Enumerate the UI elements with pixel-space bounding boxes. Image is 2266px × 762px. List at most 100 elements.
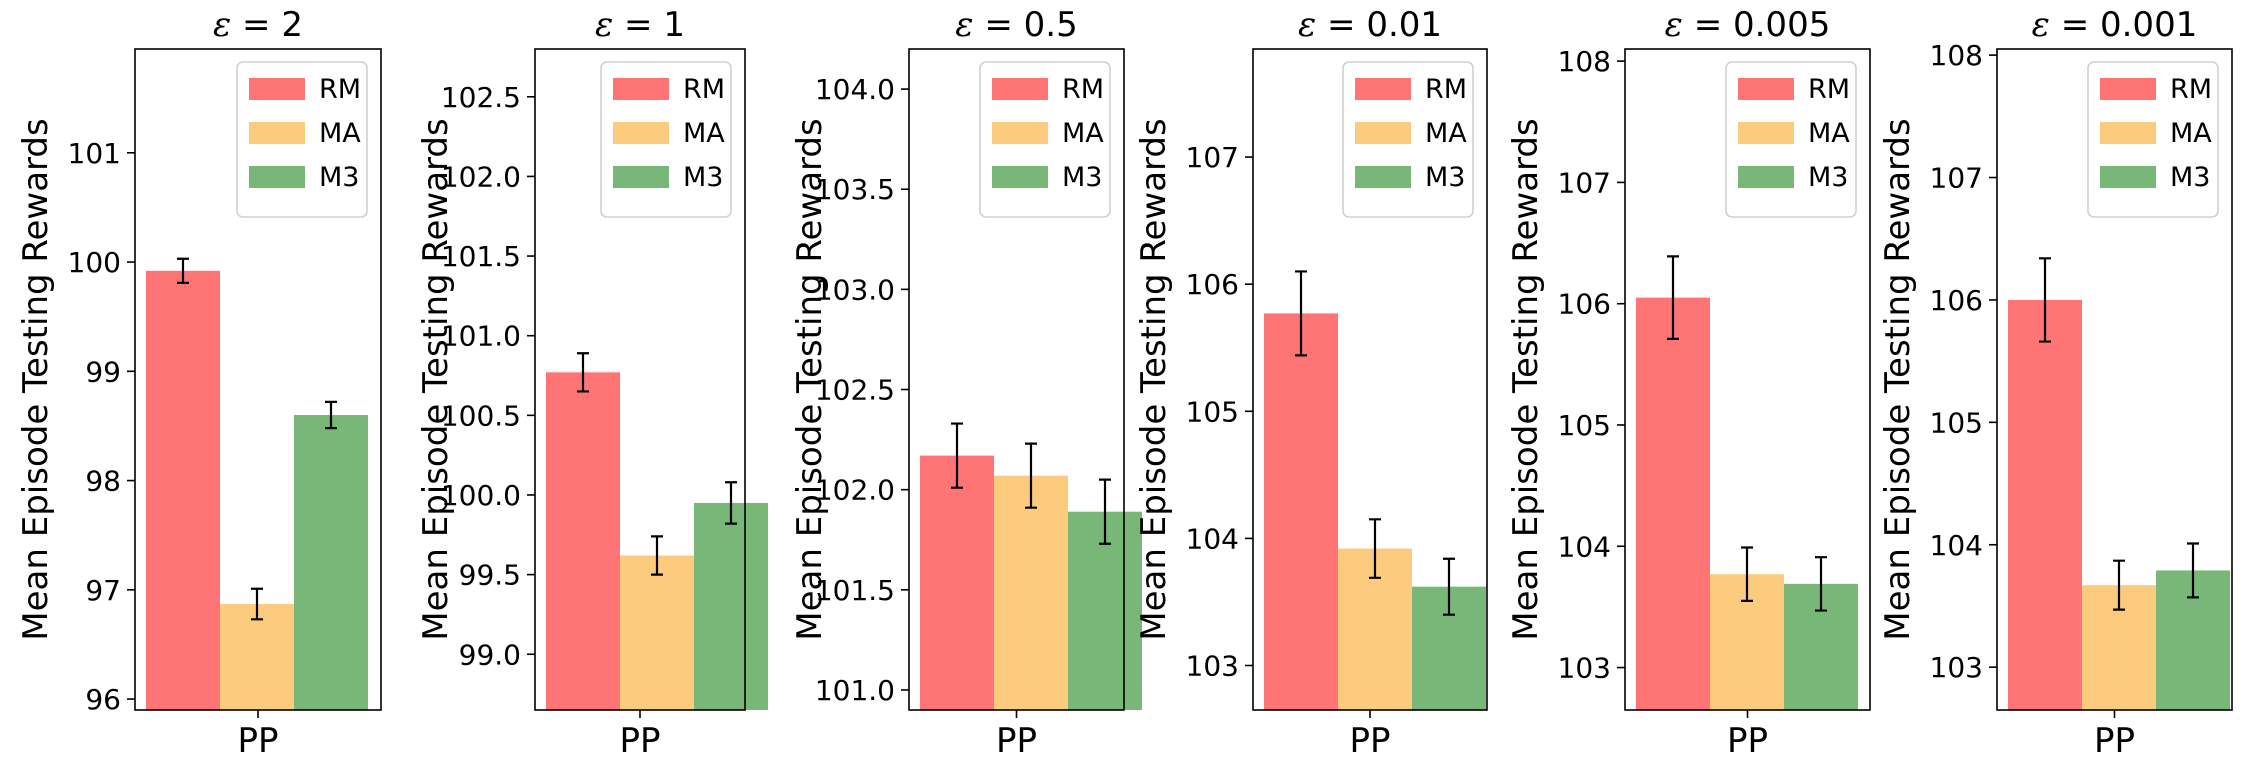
chart-title: ε = 0.5 [955, 5, 1077, 45]
bar-rm [1264, 313, 1338, 710]
error-bar-rm [1295, 270, 1307, 357]
y-tick-label: 100 [68, 246, 121, 279]
y-axis-label: Mean Episode Testing Rewards [1878, 118, 1918, 640]
legend-swatch-rm [1355, 78, 1411, 100]
y-tick-label: 106 [1186, 268, 1239, 301]
legend: RM MA M3 [1725, 61, 1857, 218]
title-epsilon: ε [1298, 5, 1316, 45]
x-tick-label: PP [1727, 721, 1768, 761]
y-tick-label: 103 [1558, 652, 1611, 685]
y-tick-label: 104 [1558, 530, 1611, 563]
title-value: = 0.01 [1316, 5, 1442, 45]
chart-title: ε = 0.005 [1665, 5, 1831, 45]
legend-swatch-m3 [1738, 166, 1794, 188]
legend-label-m3: M3 [683, 162, 723, 193]
legend-label-ma: MA [1062, 118, 1104, 149]
title-value: = 2 [231, 5, 303, 45]
x-tick-label: PP [996, 721, 1037, 761]
title-epsilon: ε [595, 5, 613, 45]
error-bar-rm [577, 352, 589, 393]
legend-label-ma: MA [2170, 118, 2212, 149]
title-epsilon: ε [1665, 5, 1683, 45]
legend-swatch-m3 [992, 166, 1048, 188]
bar-ma [994, 475, 1068, 710]
legend-label-m3: M3 [2170, 162, 2210, 193]
chart-title: ε = 2 [213, 5, 303, 45]
y-tick-label: 99.0 [459, 638, 521, 671]
y-tick-label: 99 [85, 355, 121, 388]
legend-label-rm: RM [2170, 74, 2212, 105]
legend-label-m3: M3 [319, 162, 359, 193]
error-bar-rm [177, 257, 189, 284]
y-axis-label: Mean Episode Testing Rewards [416, 118, 456, 640]
error-bar-m3 [1815, 556, 1827, 612]
panel-2: 101.0 101.5 102.0 102.5 103.0 103.5 104.0 PP ε =… [790, 5, 1142, 761]
legend-label-rm: RM [1808, 74, 1850, 105]
y-axis-label: Mean Episode Testing Rewards [790, 118, 830, 640]
y-tick-label: 98 [85, 465, 121, 498]
legend-label-rm: RM [683, 74, 725, 105]
x-tick-label: PP [1349, 721, 1390, 761]
legend-label-m3: M3 [1062, 162, 1102, 193]
y-tick-label: 102.0 [815, 474, 895, 507]
y-tick-label: 104 [1930, 529, 1983, 562]
legend-swatch-ma [613, 122, 669, 144]
y-tick-label: 108 [1930, 39, 1983, 72]
panel-0: 96 97 98 99 100 101 PP ε = 2 Mean Episode Testin… [16, 5, 382, 761]
x-tick-label: PP [237, 721, 278, 761]
legend-swatch-ma [249, 122, 305, 144]
legend-swatch-rm [992, 78, 1048, 100]
title-epsilon: ε [955, 5, 973, 45]
y-axis-label: Mean Episode Testing Rewards [1134, 118, 1174, 640]
y-tick-label: 106 [1930, 284, 1983, 317]
legend: RM MA M3 [2087, 61, 2219, 218]
y-tick-label: 105 [1558, 409, 1611, 442]
legend-swatch-m3 [613, 166, 669, 188]
title-value: = 0.005 [1683, 5, 1830, 45]
legend-swatch-rm [1738, 78, 1794, 100]
y-tick-label: 100.0 [441, 479, 521, 512]
legend-swatch-ma [1355, 122, 1411, 144]
title-value: = 0.5 [974, 5, 1078, 45]
y-tick-label: 99.5 [459, 559, 521, 592]
error-bar-m3 [725, 481, 737, 525]
legend-label-ma: MA [683, 118, 725, 149]
bar-rm [920, 455, 994, 710]
y-tick-label: 101 [68, 137, 121, 170]
y-tick-label: 107 [1930, 162, 1983, 195]
legend-label-rm: RM [1062, 74, 1104, 105]
chart-title: ε = 1 [595, 5, 685, 45]
y-tick-label: 101.0 [815, 674, 895, 707]
title-value: = 0.001 [2050, 5, 2197, 45]
y-tick-label: 105 [1930, 406, 1983, 439]
error-bar-ma [651, 535, 663, 576]
legend: RM MA M3 [979, 61, 1111, 218]
y-tick-label: 103.0 [815, 273, 895, 306]
legend-label-m3: M3 [1808, 162, 1848, 193]
y-tick-label: 104 [1186, 522, 1239, 555]
title-value: = 1 [613, 5, 685, 45]
error-bar-rm [951, 422, 963, 489]
legend-swatch-ma [2100, 122, 2156, 144]
legend-label-rm: RM [1425, 74, 1467, 105]
y-tick-label: 100.5 [441, 399, 521, 432]
error-bar-m3 [1443, 557, 1455, 616]
panel-1: 99.0 99.5 100.0 100.5 101.0 101.5 102.0 102.5 PP… [416, 5, 768, 761]
y-tick-label: 96 [85, 683, 121, 716]
y-tick-label: 103.5 [815, 173, 895, 206]
error-bar-m3 [325, 400, 337, 430]
chart-title: ε = 0.001 [2032, 5, 2198, 45]
error-bar-ma [2113, 559, 2125, 611]
y-tick-label: 101.5 [441, 240, 521, 273]
legend-label-ma: MA [1808, 118, 1850, 149]
y-tick-label: 101.5 [815, 574, 895, 607]
y-tick-label: 97 [85, 574, 121, 607]
x-tick-label: PP [2094, 721, 2135, 761]
legend-swatch-ma [1738, 122, 1794, 144]
bar-ma [220, 604, 294, 710]
bar-rm [146, 270, 220, 710]
error-bar-m3 [2187, 542, 2199, 599]
legend-label-m3: M3 [1425, 162, 1465, 193]
bar-rm [1636, 297, 1710, 710]
legend-label-ma: MA [319, 118, 361, 149]
